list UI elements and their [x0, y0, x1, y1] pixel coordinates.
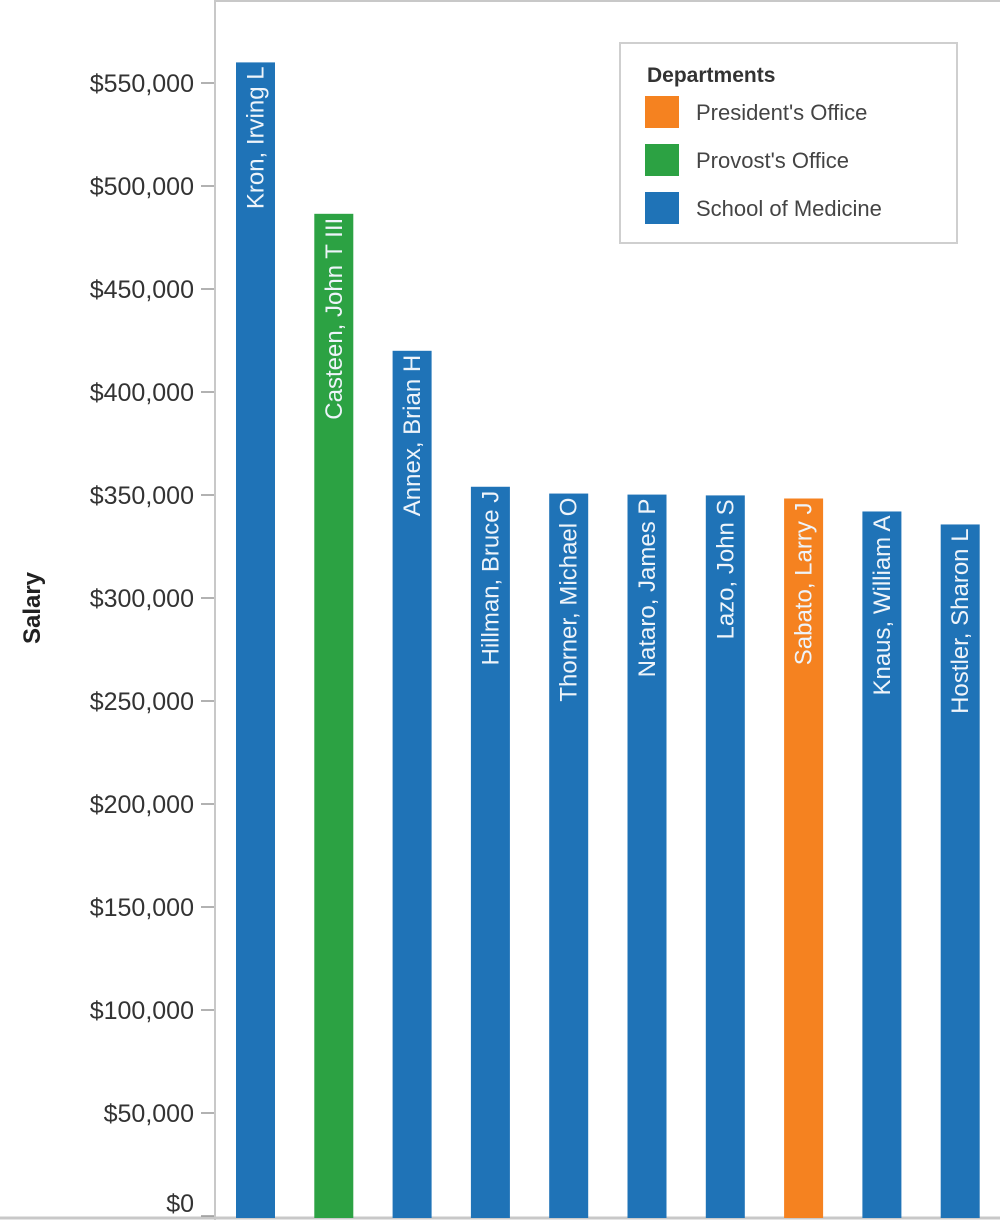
legend-item-label: President's Office	[696, 100, 867, 125]
bar-group: Annex, Brian H	[392, 350, 432, 1218]
bar-label: Lazo, John S	[712, 499, 739, 639]
legend-item-label: Provost's Office	[696, 148, 849, 173]
bar[interactable]	[549, 493, 589, 1219]
bar[interactable]	[784, 498, 824, 1218]
y-tick-label: $250,000	[90, 688, 194, 716]
y-tick-label: $350,000	[90, 482, 194, 510]
y-tick-label: $100,000	[90, 997, 194, 1025]
bar[interactable]	[862, 511, 902, 1219]
bar-group: Hostler, Sharon L	[940, 524, 980, 1218]
y-tick-label: $300,000	[90, 585, 194, 613]
bar-label: Casteen, John T III	[321, 218, 348, 420]
bar-group: Kron, Irving L	[236, 62, 275, 1218]
legend-title: Departments	[647, 64, 775, 87]
y-tick-label: $0	[166, 1190, 194, 1218]
legend-swatch	[645, 144, 679, 176]
bar-label: Sabato, Larry J	[791, 503, 818, 666]
legend-item-label: School of Medicine	[696, 196, 882, 221]
y-tick-label: $500,000	[90, 173, 194, 201]
legend: Departments President's Office Provost's …	[619, 42, 958, 244]
bar-group: Nataro, James P	[627, 494, 667, 1218]
bar[interactable]	[940, 524, 980, 1218]
bar[interactable]	[627, 494, 667, 1218]
bar-label: Hillman, Bruce J	[477, 491, 504, 666]
legend-swatch	[645, 96, 679, 128]
bar[interactable]	[470, 486, 510, 1218]
bar[interactable]	[314, 213, 354, 1218]
y-tick-label: $550,000	[90, 70, 194, 98]
bar-group: Thorner, Michael O	[549, 493, 589, 1219]
bar-group: Hillman, Bruce J	[470, 486, 510, 1218]
y-tick-label: $450,000	[90, 276, 194, 304]
y-tick-label: $50,000	[104, 1100, 194, 1128]
y-tick-label: $150,000	[90, 894, 194, 922]
bar-group: Lazo, John S	[705, 495, 745, 1218]
bar-label: Thorner, Michael O	[556, 498, 583, 702]
bar[interactable]	[705, 495, 745, 1218]
bar-group: Knaus, William A	[862, 511, 902, 1219]
bar-group: Casteen, John T III	[314, 213, 354, 1218]
bar[interactable]	[236, 62, 275, 1218]
bar[interactable]	[392, 350, 432, 1218]
bar-label: Annex, Brian H	[399, 355, 426, 516]
bar-group: Sabato, Larry J	[784, 498, 824, 1218]
y-tick-label: $400,000	[90, 379, 194, 407]
y-axis-label: Salary	[19, 571, 46, 644]
legend-swatch	[645, 192, 679, 224]
bar-label: Hostler, Sharon L	[947, 528, 974, 713]
bar-label: Knaus, William A	[869, 515, 896, 695]
bar-label: Nataro, James P	[634, 499, 661, 678]
bar-label: Kron, Irving L	[243, 66, 270, 209]
y-tick-label: $200,000	[90, 791, 194, 819]
